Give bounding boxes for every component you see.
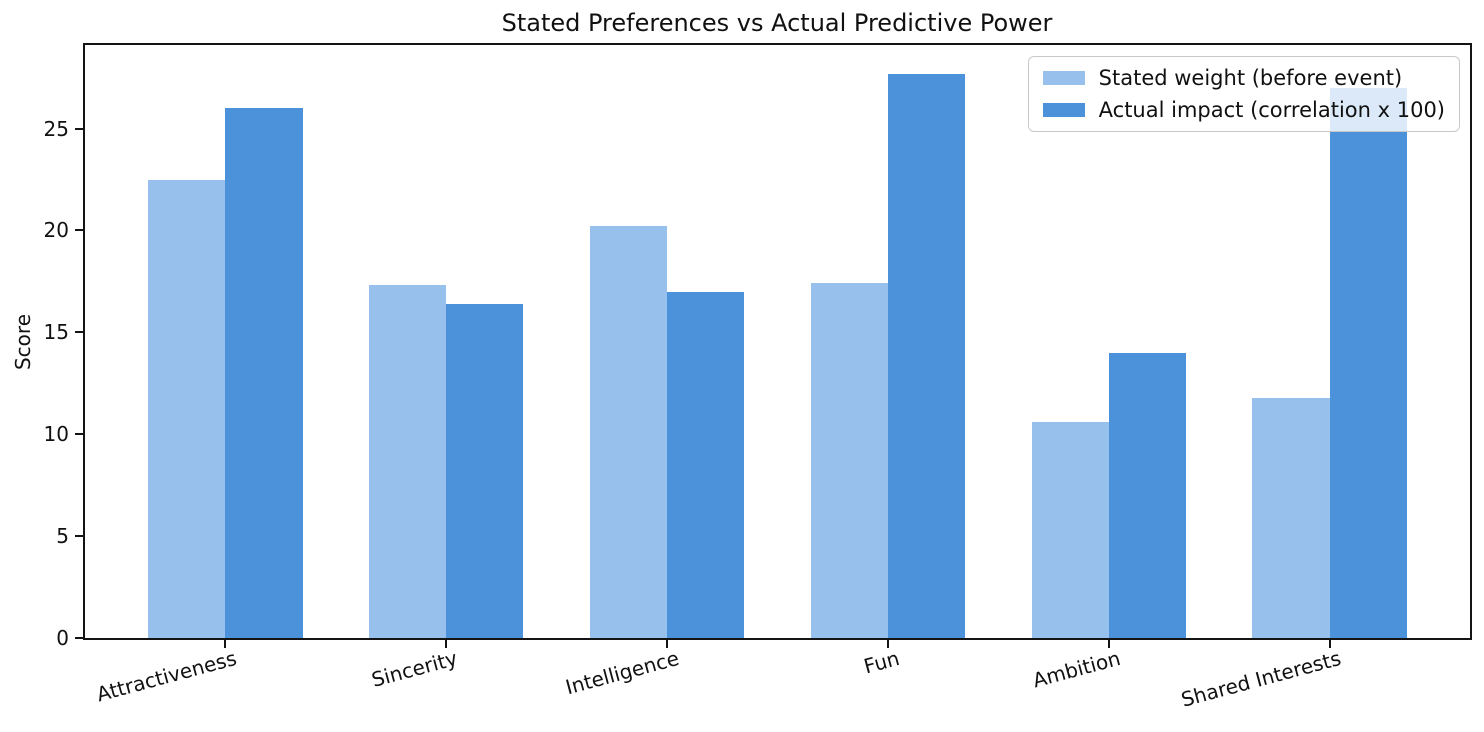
bar-ambition-s0 (1031, 422, 1109, 638)
bar-sincerity-s0 (368, 285, 447, 638)
bar-fun-s1 (887, 73, 966, 638)
x-tick (445, 640, 448, 648)
x-tick-label: Ambition (1030, 646, 1124, 693)
x-tick (224, 640, 227, 648)
x-tick (1328, 640, 1331, 648)
x-tick-label: Shared Interests (1179, 646, 1344, 712)
legend-label: Actual impact (correlation x 100) (1098, 98, 1445, 122)
bar-shared-interests-s0 (1252, 397, 1330, 638)
bar-ambition-s1 (1108, 352, 1187, 638)
x-tick (1107, 640, 1110, 648)
x-tick (886, 640, 889, 648)
y-tick-label: 20 (43, 218, 69, 243)
legend-item: Actual impact (correlation x 100) (1042, 97, 1445, 123)
x-tick (666, 640, 669, 648)
y-tick (75, 229, 83, 232)
bar-attractiveness-s1 (225, 108, 303, 638)
x-tick-label: Attractiveness (94, 646, 240, 707)
chart-title: Stated Preferences vs Actual Predictive … (501, 9, 1053, 37)
bar-intelligence-s0 (589, 226, 668, 638)
bar-intelligence-s1 (667, 291, 745, 638)
y-tick-label: 0 (56, 626, 69, 650)
plot-area: Score Attractiveness Sincerity Intelligenc… (11, 43, 1472, 712)
legend-label: Stated weight (before event) (1098, 66, 1403, 90)
y-tick (75, 433, 83, 436)
legend: Stated weight (before event) Actual impac… (1027, 56, 1460, 132)
y-tick (75, 637, 83, 639)
bar-fun-s0 (810, 283, 888, 638)
y-tick-label: 5 (56, 524, 69, 549)
x-tick-label: Sincerity (369, 646, 461, 692)
y-tick-label: 25 (43, 116, 69, 141)
y-tick (75, 331, 83, 334)
y-axis-label: Score (11, 313, 35, 370)
y-tick-label: 10 (43, 422, 69, 447)
x-tick-label: Fun (861, 646, 903, 679)
legend-item: Stated weight (before event) (1042, 65, 1445, 91)
y-tick-label: 15 (43, 320, 69, 345)
bar-attractiveness-s0 (147, 179, 226, 638)
y-tick (75, 127, 83, 130)
x-tick-label: Intelligence (562, 646, 682, 700)
legend-swatch (1042, 103, 1085, 117)
legend-swatch (1042, 71, 1085, 85)
y-tick (75, 535, 83, 538)
bar-shared-interests-s1 (1329, 87, 1408, 638)
bar-sincerity-s1 (446, 303, 524, 638)
